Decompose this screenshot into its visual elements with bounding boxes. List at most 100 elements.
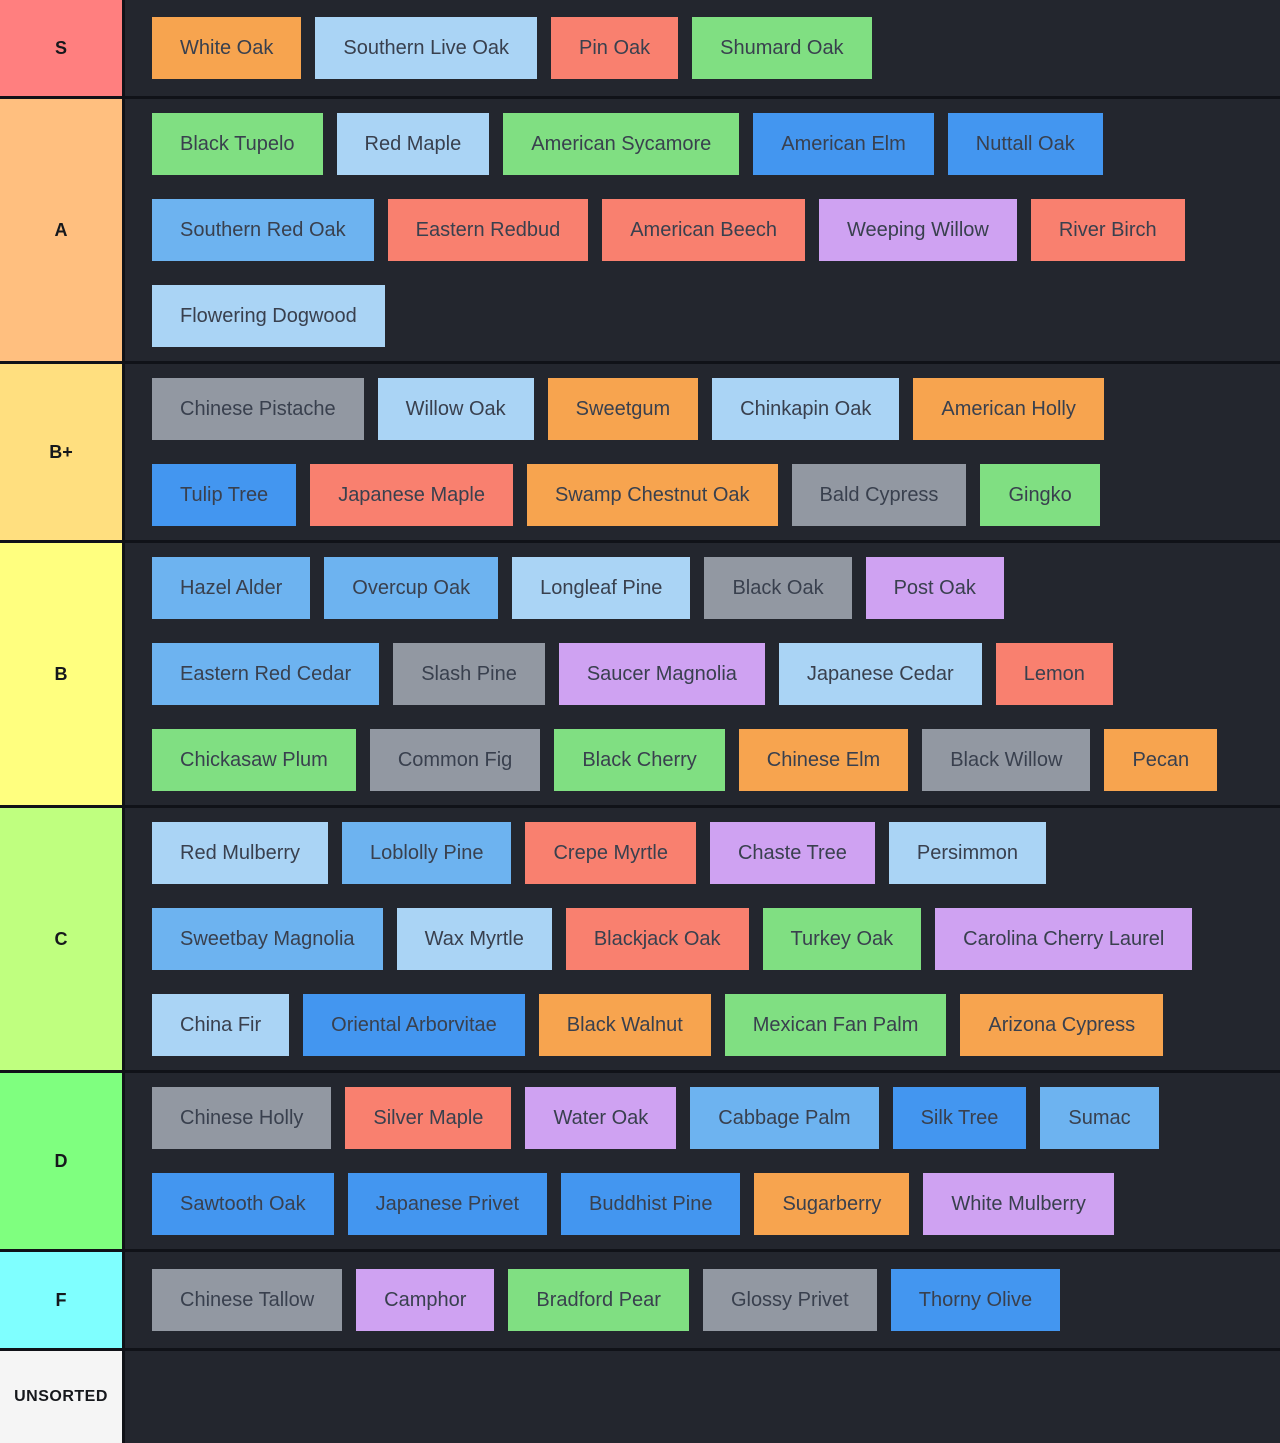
tier-item[interactable]: Black Tupelo <box>152 113 323 175</box>
tier-row-b: B Hazel Alder Overcup Oak Longleaf Pine … <box>0 540 1280 805</box>
tier-item[interactable]: Eastern Red Cedar <box>152 643 380 705</box>
tier-item[interactable]: Swamp Chestnut Oak <box>526 464 778 526</box>
tier-item[interactable]: Tulip Tree <box>152 464 297 526</box>
tier-item[interactable]: Longleaf Pine <box>512 557 691 619</box>
tier-item[interactable]: Cabbage Palm <box>690 1087 879 1149</box>
tier-item[interactable]: Bradford Pear <box>508 1269 689 1331</box>
tier-item[interactable]: Post Oak <box>865 557 1004 619</box>
tier-item[interactable]: Saucer Magnolia <box>558 643 765 705</box>
tier-item[interactable]: White Mulberry <box>923 1173 1114 1235</box>
tier-item[interactable]: Japanese Maple <box>310 464 513 526</box>
tier-item[interactable]: Lemon <box>995 643 1113 705</box>
tier-line: Eastern Red Cedar Slash Pine Saucer Magn… <box>145 631 1260 717</box>
tier-item[interactable]: Silk Tree <box>892 1087 1027 1149</box>
tier-item[interactable]: Nuttall Oak <box>947 113 1103 175</box>
tier-item[interactable]: Hazel Alder <box>152 557 311 619</box>
tier-item[interactable]: Mexican Fan Palm <box>724 994 947 1056</box>
tier-item[interactable]: Chinese Elm <box>738 729 909 791</box>
tier-item[interactable]: Red Maple <box>336 113 490 175</box>
tier-item-label: Water Oak <box>553 1106 649 1129</box>
tier-row-a: A Black Tupelo Red Maple American Sycamo… <box>0 96 1280 361</box>
tier-item-label: Black Willow <box>950 748 1063 771</box>
tier-item[interactable]: Black Cherry <box>554 729 725 791</box>
tier-item[interactable]: Common Fig <box>369 729 541 791</box>
tier-item[interactable]: China Fir <box>152 994 290 1056</box>
tier-item[interactable]: Water Oak <box>525 1087 677 1149</box>
tier-dropzone-f[interactable]: Chinese Tallow Camphor Bradford Pear Glo… <box>125 1252 1280 1348</box>
tier-item[interactable]: Weeping Willow <box>818 199 1017 261</box>
tier-item[interactable]: Gingko <box>980 464 1100 526</box>
tier-item[interactable]: Glossy Privet <box>702 1269 877 1331</box>
tier-item[interactable]: American Sycamore <box>503 113 740 175</box>
tier-item[interactable]: Chinese Pistache <box>152 378 364 440</box>
tier-item[interactable]: American Holly <box>913 378 1104 440</box>
tier-label-b: B <box>0 543 125 805</box>
tier-line: Southern Red Oak Eastern Redbud American… <box>145 187 1260 273</box>
tier-item[interactable]: Camphor <box>356 1269 495 1331</box>
tier-dropzone-s[interactable]: White Oak Southern Live Oak Pin Oak Shum… <box>125 0 1280 96</box>
tier-item[interactable]: Chinese Tallow <box>152 1269 343 1331</box>
tier-item[interactable]: Japanese Cedar <box>778 643 982 705</box>
tier-item[interactable]: Sugarberry <box>754 1173 910 1235</box>
tier-item[interactable]: Sweetbay Magnolia <box>152 908 383 970</box>
tier-item[interactable]: American Beech <box>602 199 805 261</box>
tier-item[interactable]: Pecan <box>1104 729 1218 791</box>
tier-item[interactable]: Blackjack Oak <box>565 908 749 970</box>
tier-item[interactable]: River Birch <box>1030 199 1185 261</box>
tier-item[interactable]: Thorny Olive <box>890 1269 1061 1331</box>
tier-item[interactable]: Persimmon <box>888 822 1047 884</box>
tier-item[interactable]: Pin Oak <box>551 17 679 79</box>
tier-item[interactable]: Arizona Cypress <box>960 994 1164 1056</box>
tier-item[interactable]: Sumac <box>1040 1087 1159 1149</box>
tier-item[interactable]: Southern Red Oak <box>152 199 374 261</box>
tier-item[interactable]: White Oak <box>152 17 302 79</box>
tier-item[interactable]: Eastern Redbud <box>387 199 589 261</box>
tier-item-label: Lemon <box>1023 662 1085 685</box>
tier-item-label: Chinese Holly <box>180 1106 304 1129</box>
tier-item-label: Red Maple <box>364 132 462 155</box>
tier-item[interactable]: Sweetgum <box>547 378 699 440</box>
tier-item[interactable]: Silver Maple <box>345 1087 512 1149</box>
tier-dropzone-a[interactable]: Black Tupelo Red Maple American Sycamore… <box>125 99 1280 361</box>
tier-item-label: American Holly <box>941 397 1076 420</box>
tier-item-label: Japanese Cedar <box>806 662 954 685</box>
tier-item[interactable]: American Elm <box>753 113 934 175</box>
tier-dropzone-d[interactable]: Chinese Holly Silver Maple Water Oak Cab… <box>125 1073 1280 1249</box>
tier-item[interactable]: Southern Live Oak <box>315 17 538 79</box>
tier-item[interactable]: Red Mulberry <box>152 822 329 884</box>
tier-item-label: River Birch <box>1058 218 1157 241</box>
tier-item[interactable]: Overcup Oak <box>324 557 499 619</box>
tier-item-label: Shumard Oak <box>720 36 844 59</box>
tier-item[interactable]: Oriental Arborvitae <box>303 994 525 1056</box>
tier-item[interactable]: Sawtooth Oak <box>152 1173 334 1235</box>
tier-item-label: Hazel Alder <box>180 576 283 599</box>
tier-dropzone-b[interactable]: Hazel Alder Overcup Oak Longleaf Pine Bl… <box>125 543 1280 805</box>
tier-item[interactable]: Turkey Oak <box>762 908 922 970</box>
tier-label-text: D <box>54 1150 68 1171</box>
tier-item[interactable]: Chinese Holly <box>152 1087 332 1149</box>
tier-item[interactable]: Carolina Cherry Laurel <box>935 908 1193 970</box>
tier-item[interactable]: Black Walnut <box>538 994 711 1056</box>
tier-item[interactable]: Crepe Myrtle <box>525 822 696 884</box>
tier-item[interactable]: Bald Cypress <box>791 464 967 526</box>
tier-item[interactable]: Willow Oak <box>377 378 534 440</box>
tier-item[interactable]: Chaste Tree <box>709 822 875 884</box>
tier-item[interactable]: Japanese Privet <box>347 1173 548 1235</box>
tier-item[interactable]: Flowering Dogwood <box>152 285 385 347</box>
tier-item[interactable]: Black Oak <box>704 557 852 619</box>
tier-item[interactable]: Buddhist Pine <box>561 1173 741 1235</box>
tier-item[interactable]: Chinkapin Oak <box>712 378 900 440</box>
tier-dropzone-b-plus[interactable]: Chinese Pistache Willow Oak Sweetgum Chi… <box>125 364 1280 540</box>
tier-dropzone-c[interactable]: Red Mulberry Loblolly Pine Crepe Myrtle … <box>125 808 1280 1070</box>
tier-item[interactable]: Black Willow <box>922 729 1091 791</box>
tier-item-label: Chinese Pistache <box>180 397 336 420</box>
tier-item[interactable]: Chickasaw Plum <box>152 729 356 791</box>
tier-item[interactable]: Slash Pine <box>393 643 545 705</box>
tier-item-label: Longleaf Pine <box>540 576 663 599</box>
tier-item[interactable]: Loblolly Pine <box>342 822 512 884</box>
tier-item[interactable]: Shumard Oak <box>692 17 872 79</box>
tier-item-label: Sugarberry <box>782 1192 882 1215</box>
tier-item[interactable]: Wax Myrtle <box>396 908 552 970</box>
tier-dropzone-unsorted[interactable] <box>125 1351 1280 1443</box>
tier-item-label: Bald Cypress <box>819 483 939 506</box>
